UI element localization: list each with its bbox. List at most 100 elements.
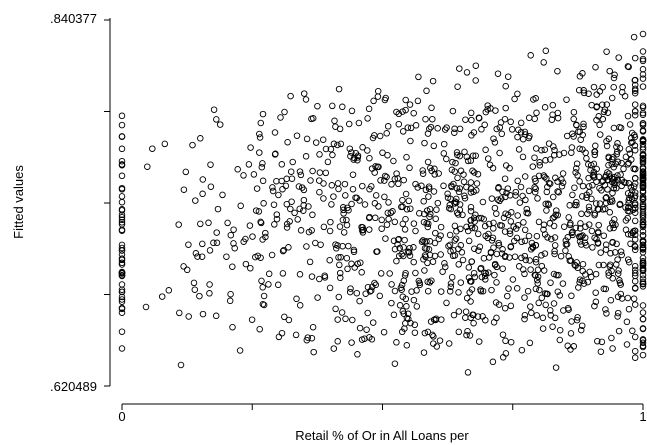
data-point [490,244,497,251]
data-point [608,196,615,203]
data-point [237,202,244,210]
data-point [402,320,409,327]
data-point [618,159,625,167]
data-point [406,252,414,259]
data-point [556,336,564,344]
data-point [440,150,448,157]
data-point [618,176,626,184]
data-point [616,200,624,208]
data-point [227,231,235,239]
data-point [625,305,633,313]
data-point [624,112,632,120]
data-point [613,184,620,192]
data-point [589,181,596,189]
x-tick-label-0: 0 [118,409,125,424]
data-point [207,183,215,190]
data-point [457,279,465,286]
data-point [118,172,126,180]
data-point [455,188,463,196]
data-point [428,104,435,112]
data-point [541,290,549,297]
data-point [390,157,397,165]
data-point [591,302,598,310]
data-point [398,328,406,336]
data-point [337,254,344,261]
data-point [488,286,495,294]
data-point [551,234,559,241]
data-point [430,142,438,150]
data-point [593,103,600,111]
data-point [488,195,496,202]
data-point [368,336,376,343]
data-point [573,165,580,172]
data-point [482,146,489,154]
data-point [326,227,334,235]
data-point [639,75,647,82]
data-point [599,83,606,91]
data-point [421,252,429,259]
data-point [546,180,554,187]
data-point [513,285,521,292]
data-point [288,198,295,205]
data-point [491,204,499,212]
data-point [437,232,444,239]
data-point [242,235,249,243]
data-point [398,251,405,258]
data-point [605,269,612,276]
data-point [577,326,585,334]
data-point [532,95,539,102]
data-point [639,241,647,249]
data-point [445,204,453,212]
data-point [551,146,558,154]
data-point [602,246,610,253]
data-point [595,173,603,181]
data-point [303,243,310,250]
data-point [486,161,494,169]
data-point [631,266,639,274]
data-point [495,242,503,249]
data-point [631,101,639,108]
data-point [593,91,600,98]
data-point [326,284,334,292]
data-point [524,287,532,295]
data-point [507,243,515,250]
data-point [255,208,263,215]
data-point [552,174,559,182]
data-point [462,314,469,321]
data-point [618,251,625,259]
data-point [572,224,580,232]
data-point [391,218,399,226]
data-point [386,270,393,277]
data-point [596,88,604,95]
data-point [539,314,547,322]
data-point [612,221,619,229]
data-point [631,246,639,254]
data-point [229,263,236,270]
data-point [559,170,567,177]
data-point [388,181,395,188]
data-point [421,238,428,245]
data-point [377,270,385,277]
data-point [197,135,204,142]
data-point [346,288,354,296]
data-point [614,256,621,263]
data-point [631,236,639,243]
data-point [471,273,479,281]
data-point [426,205,434,213]
data-point [625,258,633,266]
data-point [514,90,521,98]
data-point [499,246,506,253]
data-point [451,125,458,133]
data-point [447,205,455,213]
data-point [579,146,586,153]
data-point [300,207,307,214]
data-point [372,214,379,222]
data-point [320,223,328,231]
data-point [448,273,456,281]
data-point [591,211,598,219]
data-point [631,262,639,270]
data-point [335,293,343,301]
data-point [468,116,475,124]
data-point [344,204,351,212]
data-point [639,111,647,119]
